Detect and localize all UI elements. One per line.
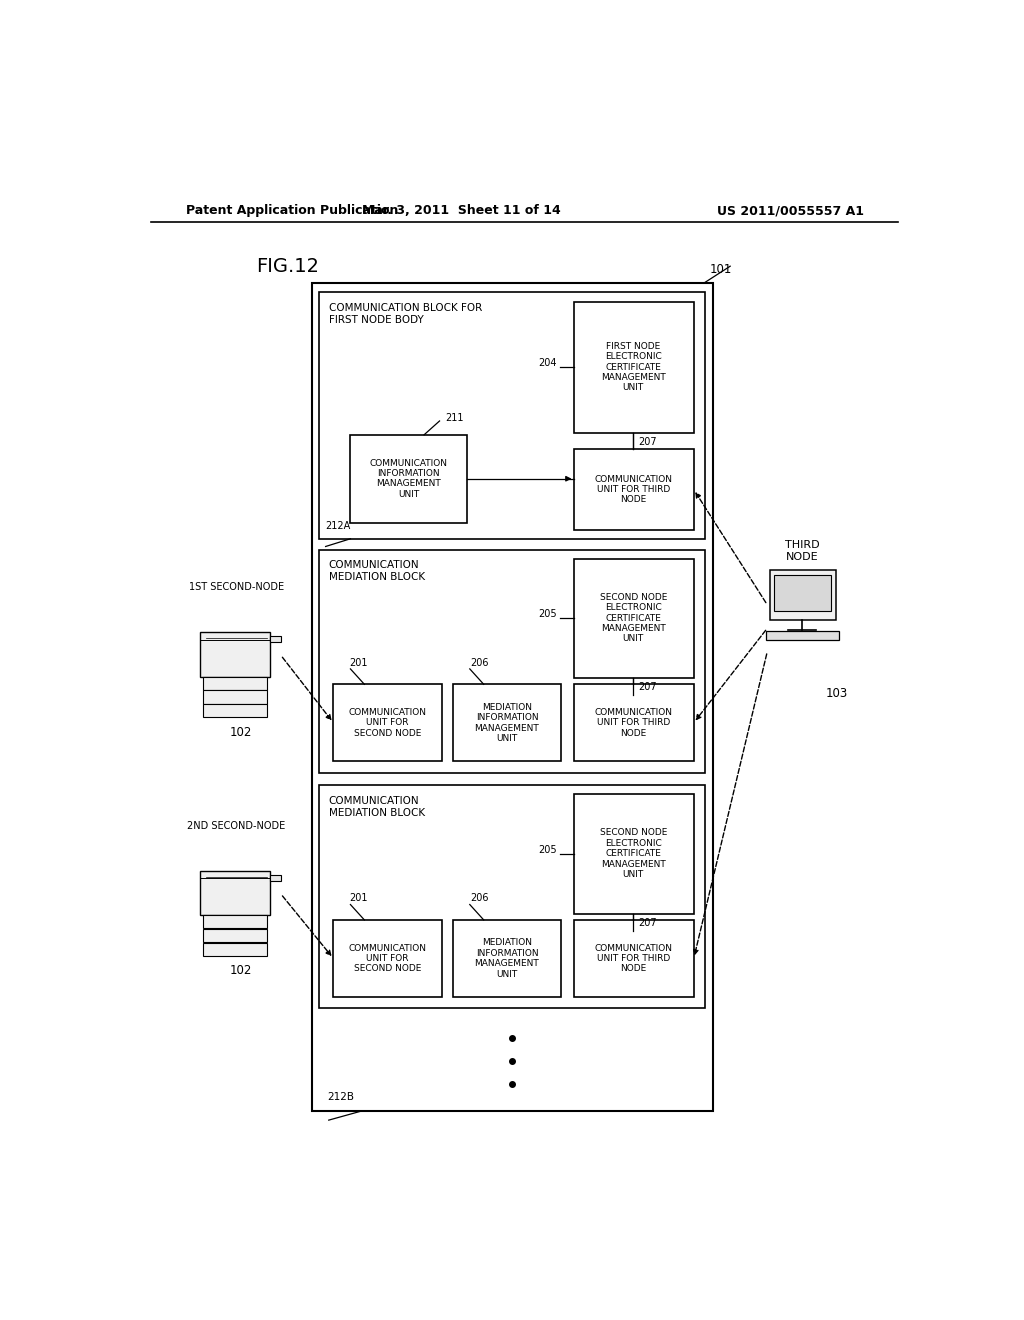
Text: SECOND NODE
ELECTRONIC
CERTIFICATE
MANAGEMENT
UNIT: SECOND NODE ELECTRONIC CERTIFICATE MANAG… (600, 593, 667, 643)
Text: FIG.12: FIG.12 (256, 256, 318, 276)
Bar (573, 795, 693, 913)
Text: MEDIATION
INFORMATION
MANAGEMENT
UNIT: MEDIATION INFORMATION MANAGEMENT UNIT (474, 702, 540, 743)
Bar (311, 284, 713, 1111)
Bar (453, 684, 561, 762)
Bar (203, 915, 266, 928)
Text: 101: 101 (710, 263, 731, 276)
Text: 205: 205 (538, 845, 557, 855)
Text: COMMUNICATION BLOCK FOR
FIRST NODE BODY: COMMUNICATION BLOCK FOR FIRST NODE BODY (329, 304, 482, 325)
Text: COMMUNICATION
INFORMATION
MANAGEMENT
UNIT: COMMUNICATION INFORMATION MANAGEMENT UNI… (370, 458, 447, 499)
Bar (766, 631, 840, 640)
Text: US 2011/0055557 A1: US 2011/0055557 A1 (717, 205, 864, 218)
Bar (270, 874, 281, 880)
Text: COMMUNICATION
UNIT FOR THIRD
NODE: COMMUNICATION UNIT FOR THIRD NODE (594, 708, 673, 738)
Bar (203, 690, 266, 704)
Bar (203, 942, 266, 956)
Bar (350, 434, 467, 523)
Text: COMMUNICATION
UNIT FOR
SECOND NODE: COMMUNICATION UNIT FOR SECOND NODE (348, 708, 427, 738)
Text: SECOND NODE
ELECTRONIC
CERTIFICATE
MANAGEMENT
UNIT: SECOND NODE ELECTRONIC CERTIFICATE MANAG… (600, 829, 667, 879)
Bar (770, 570, 836, 620)
Bar (573, 558, 693, 678)
Text: 1ST SECOND-NODE: 1ST SECOND-NODE (189, 582, 284, 593)
Text: 207: 207 (638, 917, 656, 928)
Text: 207: 207 (638, 437, 656, 446)
Text: THIRD
NODE: THIRD NODE (785, 540, 819, 562)
Text: 206: 206 (470, 657, 488, 668)
Text: 201: 201 (349, 894, 368, 903)
Bar (203, 705, 266, 718)
Bar (334, 684, 442, 762)
Bar (453, 920, 561, 997)
Text: 211: 211 (445, 413, 464, 422)
Bar (774, 576, 830, 611)
Text: 103: 103 (825, 686, 848, 700)
Bar (573, 302, 693, 433)
Text: COMMUNICATION
UNIT FOR THIRD
NODE: COMMUNICATION UNIT FOR THIRD NODE (594, 944, 673, 973)
Bar (573, 920, 693, 997)
Text: Patent Application Publication: Patent Application Publication (186, 205, 398, 218)
Bar (573, 449, 693, 531)
Text: 206: 206 (470, 894, 488, 903)
Text: 205: 205 (538, 610, 557, 619)
Text: 201: 201 (349, 657, 368, 668)
Bar (573, 684, 693, 762)
Text: COMMUNICATION
UNIT FOR THIRD
NODE: COMMUNICATION UNIT FOR THIRD NODE (594, 475, 673, 504)
Text: 212B: 212B (328, 1092, 354, 1102)
Bar (334, 920, 442, 997)
Text: COMMUNICATION
UNIT FOR
SECOND NODE: COMMUNICATION UNIT FOR SECOND NODE (348, 944, 427, 973)
Bar (203, 929, 266, 942)
Text: COMMUNICATION
MEDIATION BLOCK: COMMUNICATION MEDIATION BLOCK (329, 560, 425, 582)
Text: MEDIATION
INFORMATION
MANAGEMENT
UNIT: MEDIATION INFORMATION MANAGEMENT UNIT (474, 939, 540, 978)
Text: 2ND SECOND-NODE: 2ND SECOND-NODE (187, 821, 286, 832)
Bar (200, 632, 270, 677)
Text: Mar. 3, 2011  Sheet 11 of 14: Mar. 3, 2011 Sheet 11 of 14 (361, 205, 560, 218)
Bar (319, 293, 706, 539)
Text: 102: 102 (229, 964, 252, 977)
Bar (270, 636, 281, 642)
Text: FIRST NODE
ELECTRONIC
CERTIFICATE
MANAGEMENT
UNIT: FIRST NODE ELECTRONIC CERTIFICATE MANAGE… (601, 342, 666, 392)
Text: 204: 204 (538, 358, 557, 368)
Text: 102: 102 (229, 726, 252, 739)
Bar (200, 871, 270, 915)
Text: 212A: 212A (326, 521, 351, 531)
Bar (319, 549, 706, 774)
Text: COMMUNICATION
MEDIATION BLOCK: COMMUNICATION MEDIATION BLOCK (329, 796, 425, 817)
Bar (203, 677, 266, 689)
Bar (319, 785, 706, 1008)
Text: 207: 207 (638, 682, 656, 693)
